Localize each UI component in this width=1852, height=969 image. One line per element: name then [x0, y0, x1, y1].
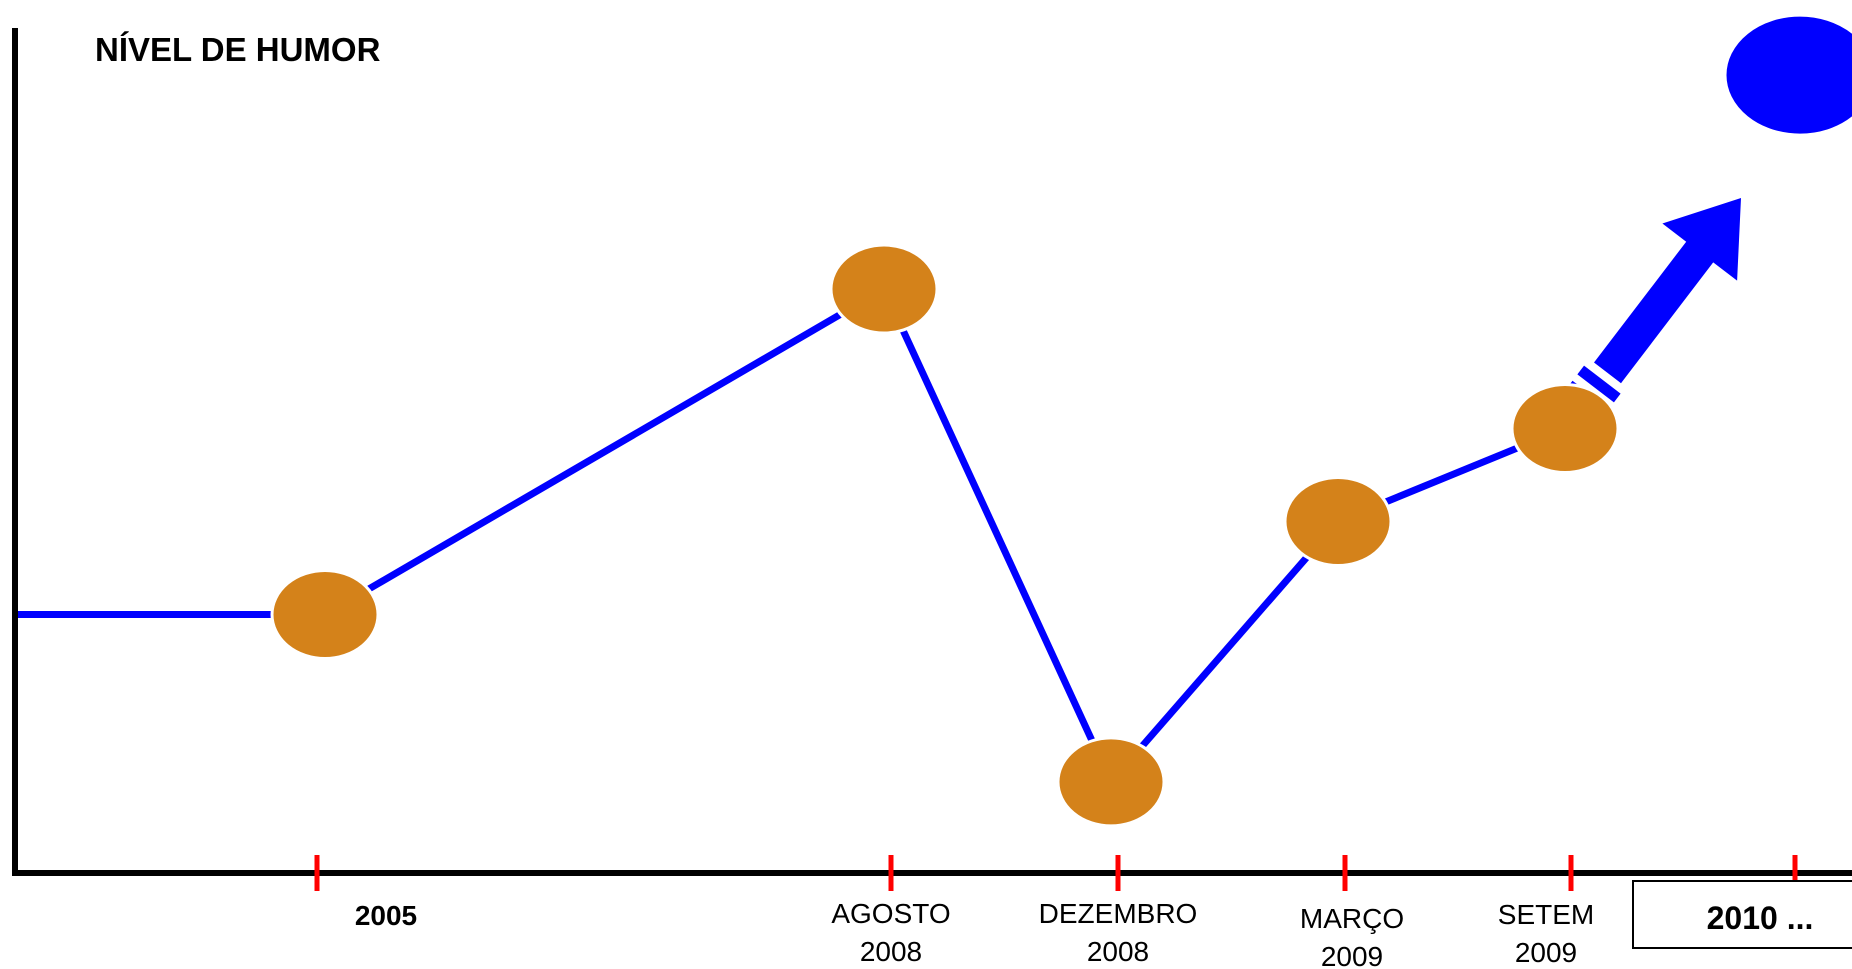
x-tick-label: 2009: [1515, 937, 1577, 968]
y-axis-label: NÍVEL DE HUMOR: [95, 31, 381, 68]
data-point: [1510, 383, 1620, 474]
data-point: [270, 569, 380, 660]
x-tick-label: AGOSTO: [831, 898, 950, 929]
x-tick-label: MARÇO: [1300, 903, 1404, 934]
x-tick-label: 2009: [1321, 941, 1383, 969]
x-tick-label: DEZEMBRO: [1039, 898, 1198, 929]
line-segment: [1108, 519, 1341, 785]
up-arrow-icon: [1569, 198, 1741, 413]
mood-markers: [270, 13, 1852, 828]
data-point: [1283, 476, 1393, 567]
line-segment: [880, 287, 1115, 784]
x-tick-label: 2008: [1087, 936, 1149, 967]
future-label-box: [1632, 880, 1852, 949]
x-tick-label: 2008: [860, 936, 922, 967]
arrow-tail-stripe: [1577, 365, 1621, 403]
x-tick-label: 2010 ...: [1707, 900, 1814, 936]
x-axis-tick-labels: 2005 AGOSTO 2008 DEZEMBRO 2008 MARÇO 2009 SETEM…: [355, 880, 1852, 969]
data-point: [1056, 736, 1166, 828]
x-tick-label: SETEM: [1498, 899, 1594, 930]
arrow-shaft: [1594, 198, 1741, 384]
line-segment: [323, 285, 886, 618]
x-tick-label: 2005: [355, 900, 417, 931]
projected-data-point: [1723, 13, 1852, 137]
data-point: [829, 243, 939, 335]
